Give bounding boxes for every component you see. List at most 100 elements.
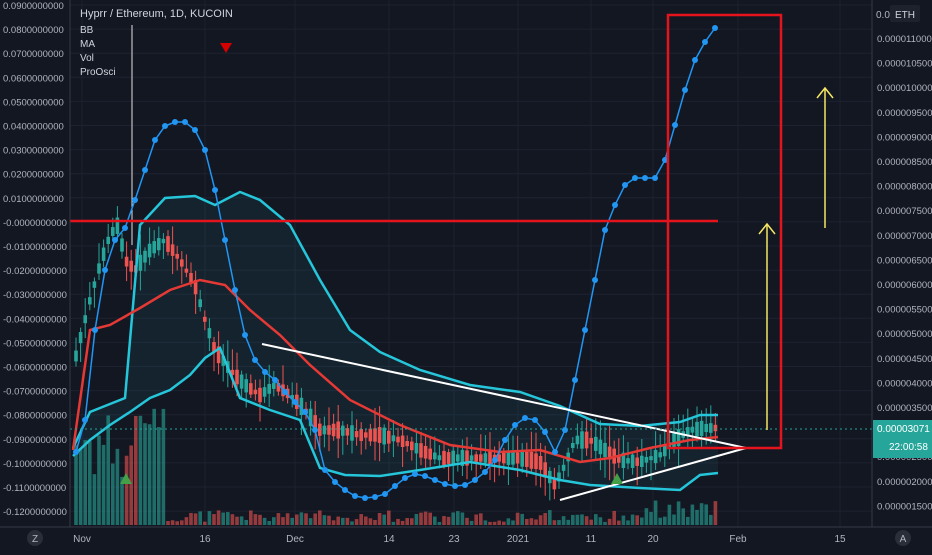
bar-countdown: 22:00:58: [889, 442, 928, 453]
oscillator-tick-label: 0.0300000000: [3, 146, 64, 157]
indicator-vol[interactable]: Vol: [80, 53, 94, 64]
candle-body: [359, 429, 363, 441]
oscillator-point: [122, 225, 128, 231]
volume-bar: [189, 512, 193, 525]
volume-bar: [345, 517, 350, 525]
indicator-bb[interactable]: BB: [80, 25, 94, 36]
volume-bar: [557, 520, 561, 525]
oscillator-tick-label: 0.0600000000: [3, 73, 64, 84]
candle-body: [428, 448, 432, 460]
candle-body: [129, 260, 133, 272]
oscillator-point: [382, 491, 388, 497]
volume-bar: [115, 448, 120, 525]
oscillator-tick-label: -0.0900000000: [3, 435, 67, 446]
candle-body: [538, 455, 543, 470]
timezone-icon[interactable]: [27, 530, 43, 546]
time-tick-label: Nov: [73, 534, 91, 545]
candle-body: [617, 455, 621, 463]
last-price-tag: [873, 420, 932, 458]
volume-bar: [285, 513, 290, 525]
price-tick-label: 0.00000750000: [877, 206, 932, 217]
up-arrow-large[interactable]: [758, 222, 776, 430]
volume-bar: [244, 519, 248, 525]
oscillator-point: [582, 327, 588, 333]
volume-bar: [594, 514, 598, 525]
candle-body: [451, 450, 455, 466]
volume-bar: [387, 510, 391, 525]
annotation-box[interactable]: [666, 13, 783, 450]
auto-scale-icon[interactable]: [895, 530, 911, 546]
oscillator-scale[interactable]: 0.0900000000 0.0800000000 0.0700000000 0.06…: [3, 1, 67, 518]
oscillator-point: [112, 237, 118, 243]
oscillator-point: [352, 493, 358, 499]
candle-body: [594, 436, 598, 451]
price-tick-label: 0.00000400000: [877, 378, 932, 389]
volume-bar: [120, 476, 124, 525]
candle-body: [423, 445, 428, 459]
oscillator-tick-label: -0.0700000000: [3, 387, 67, 398]
volume-bar: [603, 521, 607, 525]
candle-body: [543, 462, 547, 478]
candle-body: [373, 428, 377, 442]
candle-body: [327, 425, 331, 435]
price-tick-label: 0.00000600000: [877, 280, 932, 291]
right-corner-icon-label: A: [900, 534, 907, 545]
volume-bar: [584, 516, 589, 525]
volume-bars: [74, 408, 718, 525]
oscillator-point: [272, 377, 278, 383]
oscillator-point: [262, 369, 268, 375]
oscillator-tick-label: -0.0400000000: [3, 314, 67, 325]
volume-bar: [327, 515, 331, 525]
volume-bar: [290, 517, 294, 525]
oscillator-tick-label: 0.0800000000: [3, 25, 64, 36]
candle-body: [621, 452, 626, 468]
volume-bar: [276, 513, 281, 525]
candle-body: [515, 452, 520, 464]
candle-body: [635, 457, 639, 466]
price-tick-label: 0.00000150000: [877, 501, 932, 512]
candle-body: [598, 439, 603, 455]
bollinger-middle-line: [71, 278, 719, 464]
volume-bar: [690, 504, 695, 525]
volume-bar: [308, 518, 313, 525]
candle-body: [414, 442, 419, 454]
volume-bar: [364, 516, 368, 525]
oscillator-point: [652, 175, 658, 181]
lower-trendline[interactable]: [559, 447, 747, 501]
candle-body: [442, 450, 446, 466]
candle-body: [368, 428, 373, 442]
volume-bar: [331, 520, 336, 525]
oscillator-point: [482, 469, 488, 475]
oscillator-point: [522, 415, 528, 421]
candle-body: [74, 350, 78, 362]
volume-bar: [207, 511, 212, 525]
volume-bar: [566, 519, 570, 525]
oscillator-point: [532, 417, 538, 423]
candle-body: [138, 254, 143, 271]
time-tick-label: 15: [834, 534, 846, 545]
volume-bar: [713, 501, 718, 525]
time-scale[interactable]: Nov 16 Dec 14 23 2021 11 20 Feb 15: [73, 534, 846, 545]
oscillator-point: [602, 227, 608, 233]
upper-trendline[interactable]: [261, 343, 747, 449]
indicator-ma[interactable]: MA: [80, 39, 95, 50]
candle-body: [460, 449, 465, 467]
volume-bar: [313, 513, 317, 525]
volume-bar: [258, 514, 262, 525]
candle-body: [699, 420, 704, 437]
up-arrow-small[interactable]: [816, 86, 834, 228]
indicator-prosci[interactable]: ProOsci: [80, 67, 116, 78]
candle-body: [580, 431, 584, 449]
buy-signal-marker-1: [120, 473, 132, 484]
oscillator-point: [182, 119, 188, 125]
candle-body: [709, 423, 713, 433]
volume-bar: [612, 510, 616, 525]
candle-body: [166, 236, 170, 252]
volume-bar: [97, 435, 101, 525]
candle-body: [630, 454, 635, 468]
candle-body: [143, 250, 147, 263]
volume-bar: [589, 519, 593, 525]
volume-bar: [607, 518, 612, 525]
candle-body: [456, 454, 460, 462]
